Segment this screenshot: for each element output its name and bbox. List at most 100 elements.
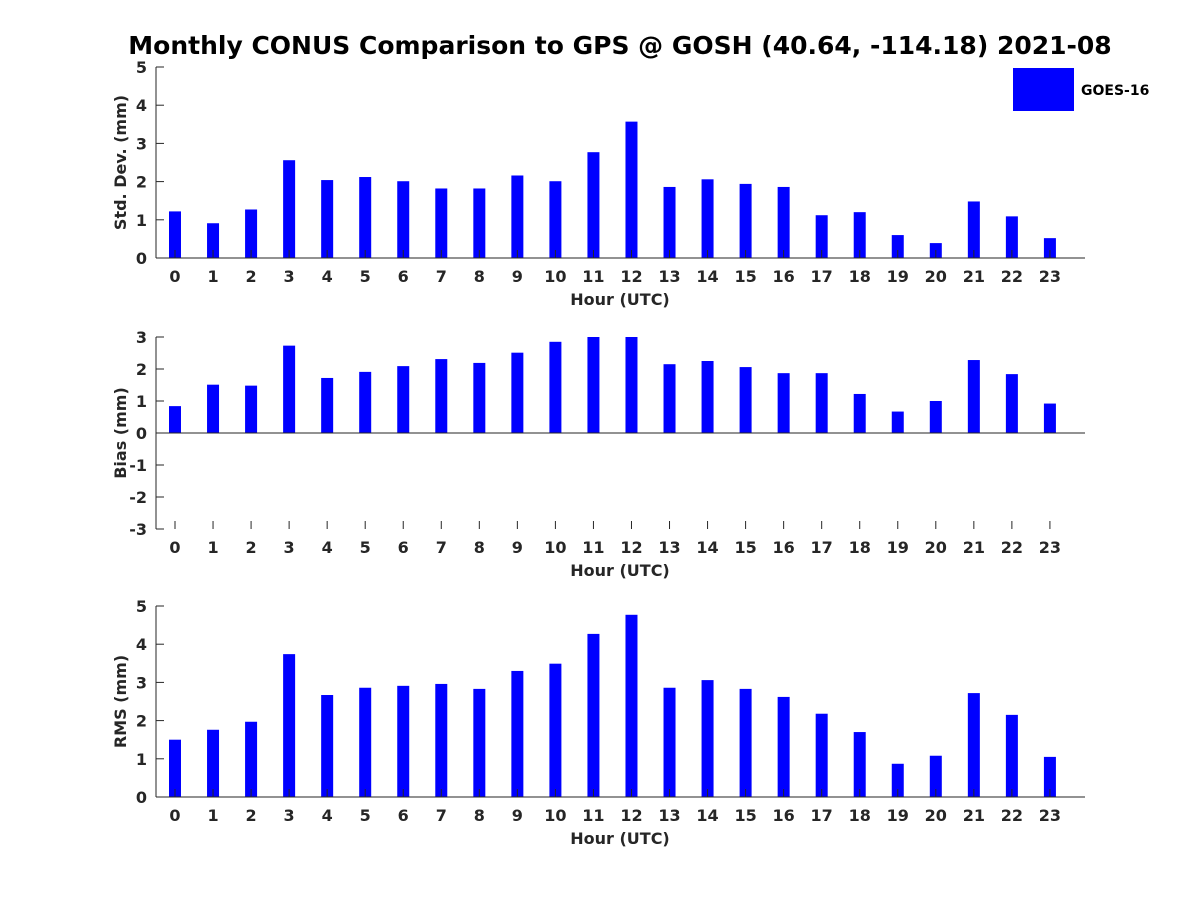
x-tick-label: 22 bbox=[1001, 538, 1023, 557]
y-tick-label: 3 bbox=[136, 134, 147, 153]
x-tick-label: 10 bbox=[544, 806, 566, 825]
bar-hour-18 bbox=[853, 212, 866, 258]
bar-hour-21 bbox=[967, 201, 980, 258]
x-tick-label: 5 bbox=[360, 806, 371, 825]
bar-hour-2 bbox=[245, 721, 258, 797]
x-axis-label: Hour (UTC) bbox=[570, 829, 670, 848]
bar-hour-20 bbox=[929, 401, 942, 433]
x-tick-label: 10 bbox=[544, 538, 566, 557]
bar-hour-7 bbox=[435, 683, 448, 797]
x-tick-label: 4 bbox=[322, 806, 333, 825]
bar-hour-3 bbox=[283, 345, 296, 433]
y-tick-label: 0 bbox=[136, 249, 147, 268]
bar-hour-11 bbox=[587, 337, 600, 433]
x-tick-label: 8 bbox=[474, 806, 485, 825]
bar-hour-12 bbox=[625, 614, 638, 797]
bar-hour-11 bbox=[587, 633, 600, 797]
x-tick-label: 12 bbox=[620, 267, 642, 286]
bar-hour-21 bbox=[967, 360, 980, 433]
bar-hour-13 bbox=[663, 364, 676, 433]
bar-hour-2 bbox=[245, 209, 258, 258]
x-tick-label: 18 bbox=[849, 538, 871, 557]
bar-hour-23 bbox=[1043, 756, 1056, 797]
y-tick-label: 2 bbox=[136, 360, 147, 379]
x-tick-label: 9 bbox=[512, 806, 523, 825]
bar-hour-8 bbox=[473, 188, 486, 258]
bar-hour-7 bbox=[435, 188, 448, 258]
bar-hour-6 bbox=[397, 181, 410, 258]
x-tick-label: 7 bbox=[436, 538, 447, 557]
x-tick-label: 2 bbox=[246, 806, 257, 825]
x-tick-label: 3 bbox=[284, 267, 295, 286]
x-tick-label: 22 bbox=[1001, 806, 1023, 825]
bar-hour-3 bbox=[283, 160, 296, 258]
y-tick-label: 3 bbox=[136, 673, 147, 692]
bar-hour-10 bbox=[549, 663, 562, 797]
bar-hour-4 bbox=[321, 180, 334, 258]
x-tick-label: 16 bbox=[773, 538, 795, 557]
y-tick-label: 3 bbox=[136, 328, 147, 347]
x-tick-label: 1 bbox=[207, 267, 218, 286]
bar-hour-1 bbox=[207, 223, 220, 258]
x-tick-label: 20 bbox=[925, 538, 947, 557]
bar-hour-7 bbox=[435, 359, 448, 433]
bar-hour-16 bbox=[777, 373, 790, 433]
bar-hour-4 bbox=[321, 695, 334, 797]
x-tick-label: 20 bbox=[925, 806, 947, 825]
x-tick-label: 12 bbox=[620, 538, 642, 557]
bar-hour-23 bbox=[1043, 238, 1056, 258]
x-tick-label: 14 bbox=[696, 538, 718, 557]
bar-hour-16 bbox=[777, 186, 790, 258]
x-tick-label: 23 bbox=[1039, 538, 1061, 557]
x-tick-label: 16 bbox=[773, 267, 795, 286]
y-tick-label: -2 bbox=[129, 488, 147, 507]
bar-hour-5 bbox=[359, 177, 372, 258]
bar-hour-19 bbox=[891, 411, 904, 433]
bar-hour-8 bbox=[473, 688, 486, 797]
x-tick-label: 1 bbox=[207, 538, 218, 557]
bar-hour-17 bbox=[815, 373, 828, 433]
y-tick-label: 4 bbox=[136, 635, 147, 654]
x-axis-label: Hour (UTC) bbox=[570, 561, 670, 580]
bar-hour-14 bbox=[701, 179, 714, 258]
legend-swatch bbox=[1013, 68, 1074, 111]
x-tick-label: 23 bbox=[1039, 267, 1061, 286]
bar-hour-13 bbox=[663, 687, 676, 797]
x-tick-label: 7 bbox=[436, 806, 447, 825]
bar-hour-18 bbox=[853, 732, 866, 797]
x-tick-label: 19 bbox=[887, 267, 909, 286]
x-tick-label: 9 bbox=[512, 538, 523, 557]
bar-hour-9 bbox=[511, 352, 524, 433]
bar-hour-6 bbox=[397, 685, 410, 797]
x-tick-label: 15 bbox=[734, 538, 756, 557]
x-tick-label: 14 bbox=[696, 267, 718, 286]
x-tick-label: 8 bbox=[474, 267, 485, 286]
x-tick-label: 13 bbox=[658, 806, 680, 825]
bar-hour-14 bbox=[701, 680, 714, 797]
bar-hour-15 bbox=[739, 183, 752, 258]
x-tick-label: 1 bbox=[207, 806, 218, 825]
y-tick-label: 4 bbox=[136, 96, 147, 115]
y-tick-label: -1 bbox=[129, 456, 147, 475]
bar-hour-9 bbox=[511, 670, 524, 797]
bar-hour-17 bbox=[815, 215, 828, 258]
x-tick-label: 0 bbox=[169, 267, 180, 286]
bar-hour-0 bbox=[169, 406, 181, 433]
x-tick-label: 6 bbox=[398, 806, 409, 825]
x-tick-label: 12 bbox=[620, 806, 642, 825]
bar-hour-17 bbox=[815, 713, 828, 797]
y-axis-label: Std. Dev. (mm) bbox=[111, 95, 130, 230]
x-tick-label: 11 bbox=[582, 538, 604, 557]
bar-hour-22 bbox=[1005, 714, 1018, 797]
x-tick-label: 3 bbox=[284, 806, 295, 825]
bar-hour-22 bbox=[1005, 374, 1018, 433]
x-tick-label: 17 bbox=[811, 538, 833, 557]
y-tick-label: 5 bbox=[136, 597, 147, 616]
x-tick-label: 13 bbox=[658, 267, 680, 286]
y-axis-label: Bias (mm) bbox=[111, 387, 130, 479]
legend: GOES-16 bbox=[1013, 68, 1149, 111]
x-tick-label: 15 bbox=[734, 267, 756, 286]
